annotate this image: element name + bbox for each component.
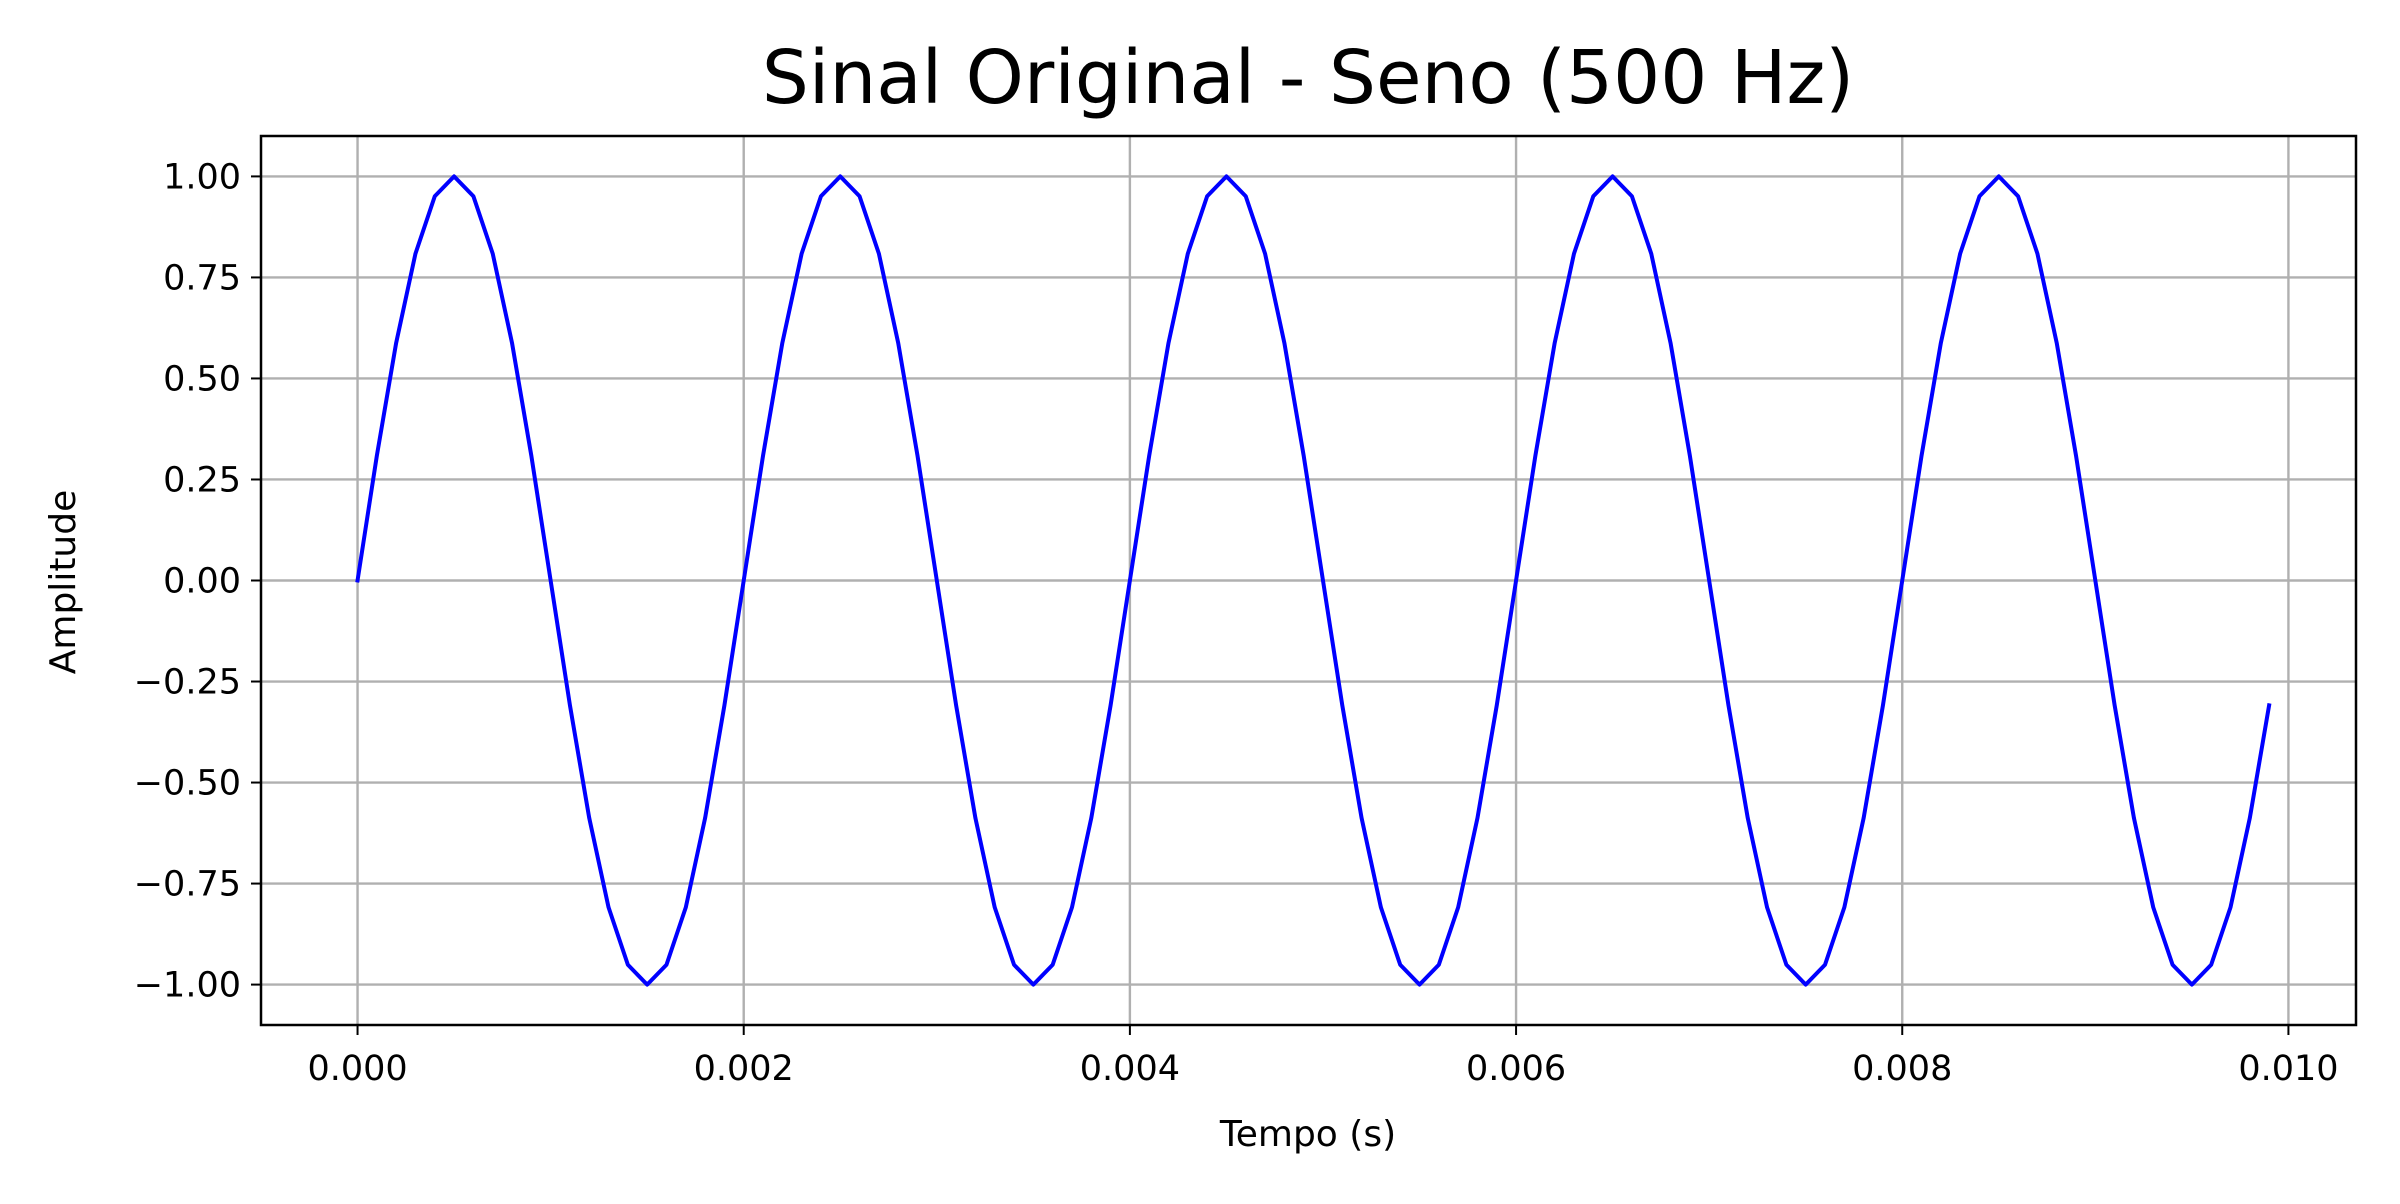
y-tick-label: −1.00 bbox=[134, 966, 241, 1006]
x-axis-label: Tempo (s) bbox=[1219, 1114, 1396, 1155]
y-tick-label: 0.00 bbox=[163, 562, 241, 602]
y-tick-label: 0.25 bbox=[163, 460, 241, 500]
x-tick-label: 0.006 bbox=[1466, 1049, 1566, 1089]
x-tick-label: 0.008 bbox=[1852, 1049, 1952, 1089]
y-tick-label: 1.00 bbox=[163, 157, 241, 197]
x-tick-label: 0.002 bbox=[694, 1049, 794, 1089]
series-line-sine bbox=[355, 174, 2272, 987]
x-tick-label: 0.010 bbox=[2238, 1049, 2338, 1089]
chart-title: Sinal Original - Seno (500 Hz) bbox=[762, 35, 1854, 121]
y-tick-label: −0.75 bbox=[134, 865, 241, 905]
y-tick-label: 0.75 bbox=[163, 258, 241, 298]
x-tick-label: 0.004 bbox=[1080, 1049, 1180, 1089]
x-tick-label: 0.000 bbox=[307, 1049, 407, 1089]
series-layer bbox=[355, 174, 2272, 987]
ticks: 0.000 0.002 0.004 0.006 0.008 0.010 1.00 0.75 0.… bbox=[134, 157, 2339, 1089]
y-tick-label: −0.25 bbox=[134, 663, 241, 703]
y-axis-label: Amplitude bbox=[43, 490, 84, 674]
y-tick-label: 0.50 bbox=[163, 359, 241, 399]
y-tick-label: −0.50 bbox=[134, 764, 241, 804]
grid bbox=[261, 136, 2356, 1025]
